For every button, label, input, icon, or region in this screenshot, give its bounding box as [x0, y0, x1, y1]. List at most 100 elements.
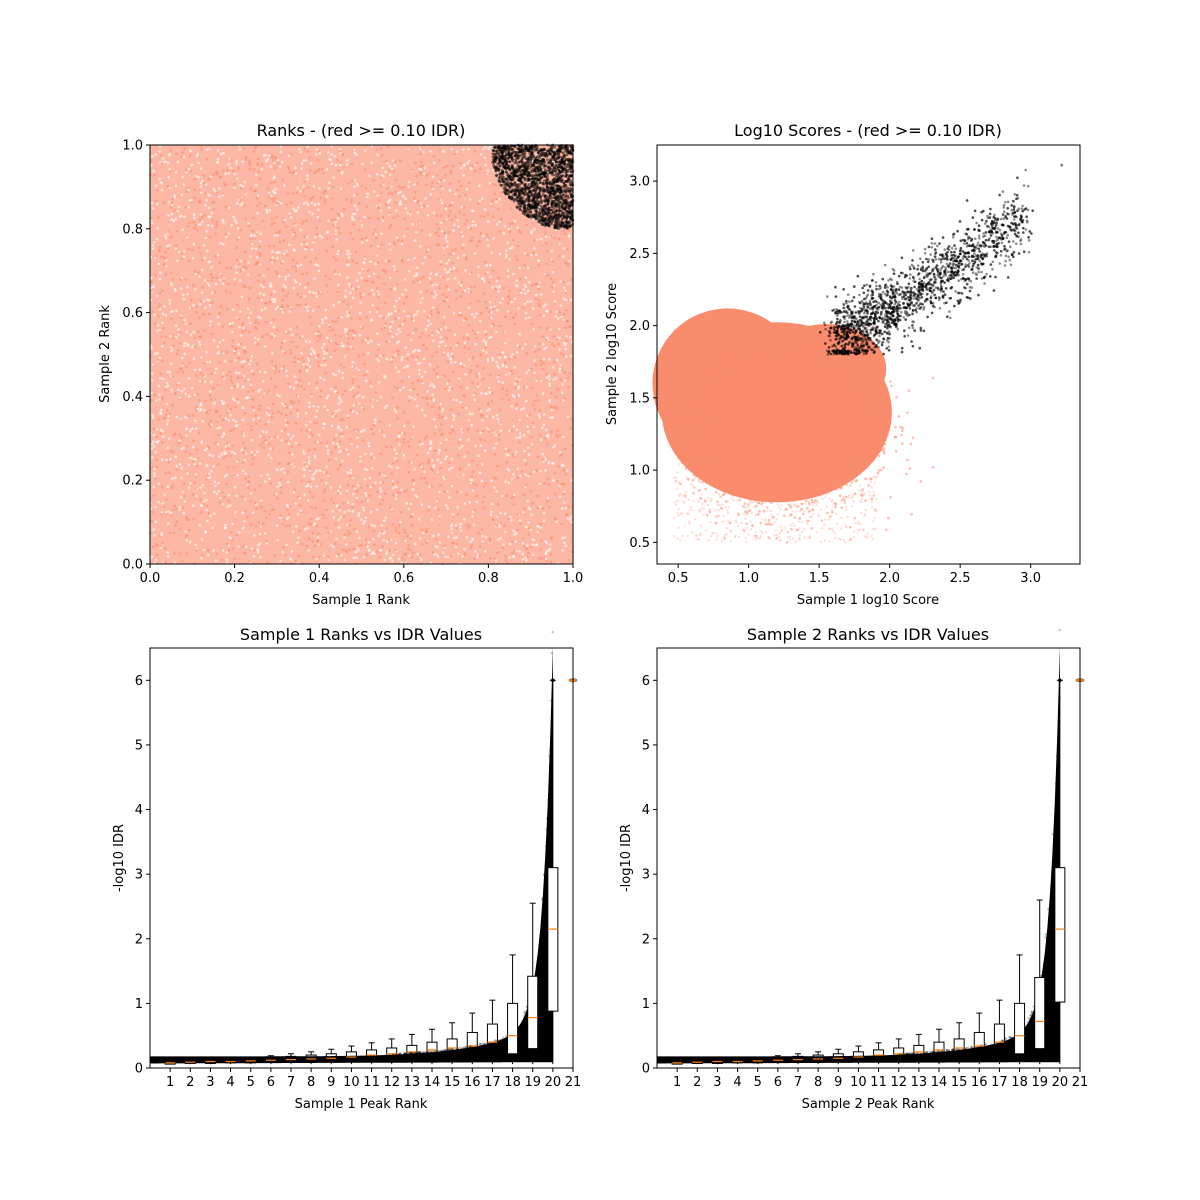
ranks-point — [308, 435, 311, 439]
ranks-point — [164, 234, 167, 238]
ranks-point — [395, 530, 398, 533]
ranks-point — [565, 334, 568, 338]
ranks-point — [390, 192, 394, 195]
ranks-point — [149, 344, 153, 348]
ranks-point — [507, 469, 511, 472]
ranks-point — [195, 494, 198, 498]
ranks-point — [333, 349, 337, 352]
ranks-point — [347, 182, 350, 185]
ranks-point — [365, 205, 369, 208]
ranks-point — [280, 402, 284, 406]
ranks-point — [363, 467, 367, 471]
ranks-point — [430, 518, 434, 521]
ranks-point — [284, 275, 288, 279]
ranks-point — [421, 442, 425, 446]
ranks-point — [506, 269, 510, 272]
ranks-point — [479, 231, 483, 235]
ranks-point — [304, 339, 308, 343]
ranks-point — [405, 502, 408, 505]
ranks-point — [346, 501, 350, 505]
ranks-point — [406, 211, 410, 215]
ranks-point — [450, 147, 454, 151]
ranks-point — [263, 480, 267, 483]
ranks-point — [249, 233, 253, 237]
ranks-point — [391, 320, 394, 324]
ranks-point — [241, 201, 244, 205]
ranks-point — [325, 508, 328, 512]
ranks-point — [284, 402, 288, 406]
ranks-point — [353, 527, 356, 531]
ranks-point — [211, 526, 214, 530]
ranks-point — [556, 358, 559, 362]
ranks-point — [215, 170, 219, 174]
ranks-point — [287, 513, 291, 516]
ranks-point — [157, 418, 160, 421]
ranks-point — [284, 423, 288, 427]
ranks-point — [507, 275, 510, 278]
ranks-point — [422, 343, 425, 347]
ranks-point — [270, 285, 273, 288]
ranks-point — [191, 493, 195, 496]
ranks-point — [568, 372, 571, 375]
ranks-point — [409, 536, 413, 540]
ranks-point — [231, 330, 234, 334]
ranks-point — [534, 363, 538, 367]
ranks-point — [509, 355, 513, 359]
ranks-point — [240, 430, 244, 434]
ranks-point — [168, 244, 171, 247]
ranks-point — [433, 296, 436, 299]
ranks-point — [160, 162, 164, 165]
ranks-point — [402, 301, 406, 305]
ranks-point — [311, 540, 314, 543]
ranks-point — [373, 421, 377, 425]
ranks-point — [480, 479, 484, 483]
ranks-point — [216, 160, 220, 164]
ranks-point — [286, 192, 290, 195]
ranks-point — [403, 366, 406, 370]
ranks-point — [260, 168, 264, 171]
ranks-point — [521, 558, 525, 561]
ranks-point — [235, 221, 238, 224]
ranks-point — [363, 168, 367, 171]
ranks-point — [355, 208, 359, 211]
ranks-point — [380, 153, 384, 157]
ranks-point — [178, 439, 182, 443]
ranks-point — [230, 223, 233, 227]
ranks-point — [472, 393, 476, 397]
ranks-point — [351, 259, 354, 262]
ranks-point — [363, 215, 366, 219]
ranks-point — [445, 438, 448, 442]
ranks-point — [380, 328, 384, 331]
ranks-point — [538, 208, 542, 211]
ranks-point — [526, 254, 529, 257]
ranks-point — [353, 212, 357, 216]
ranks-point — [351, 212, 355, 216]
ranks-point — [183, 387, 186, 391]
ranks-point — [353, 194, 356, 197]
ranks-point — [329, 355, 333, 359]
ranks-point — [379, 549, 382, 552]
ranks-point — [526, 547, 529, 550]
ranks-point — [385, 476, 388, 480]
ranks-point — [150, 279, 154, 282]
ranks-point — [295, 408, 299, 412]
ranks-point — [381, 166, 385, 170]
ranks-point — [393, 385, 397, 389]
ranks-point — [236, 227, 240, 230]
ranks-point — [552, 290, 555, 293]
ranks-point — [169, 236, 172, 240]
ranks-point — [370, 145, 374, 148]
ranks-point — [285, 524, 288, 528]
ranks-point — [468, 412, 471, 416]
ranks-point — [523, 283, 526, 287]
ranks-point — [423, 310, 426, 313]
ranks-point — [419, 171, 422, 174]
ranks-point — [321, 236, 324, 239]
ranks-point — [156, 351, 159, 355]
ranks-point — [410, 381, 414, 385]
ranks-point — [241, 385, 245, 389]
ranks-point — [292, 207, 295, 211]
ranks-point — [419, 152, 422, 156]
ranks-point — [246, 307, 250, 310]
ranks-point — [241, 323, 244, 327]
